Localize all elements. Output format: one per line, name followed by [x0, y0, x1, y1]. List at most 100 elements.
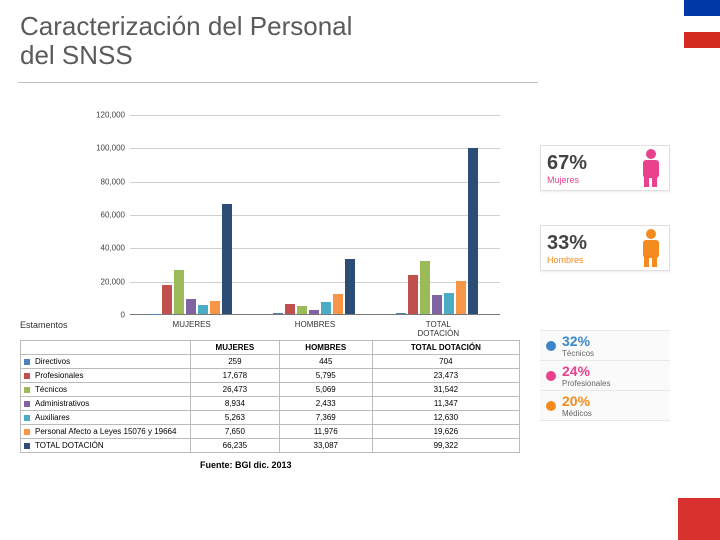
bar-group — [396, 115, 478, 314]
stat-label: Profesionales — [562, 379, 664, 388]
stat-percent: 24% — [562, 363, 664, 379]
table-cell: 8,934 — [191, 397, 280, 411]
y-axis-label: 40,000 — [80, 244, 125, 253]
legend-title: Estamentos — [20, 320, 68, 330]
bar — [273, 313, 283, 314]
table-cell: 5,795 — [279, 369, 372, 383]
table-cell: 259 — [191, 355, 280, 369]
stat-label: Técnicos — [562, 349, 664, 358]
table-cell: 2,433 — [279, 397, 372, 411]
table-row: Personal Afecto a Leyes 15076 y 196647,6… — [21, 425, 520, 439]
bar-group — [150, 115, 232, 314]
table-cell: 19,626 — [372, 425, 519, 439]
stat-line: 20%Médicos — [540, 390, 670, 421]
bar — [345, 259, 355, 314]
x-axis-label: TOTAL DOTACIÓN — [407, 320, 469, 338]
table-cell: 11,347 — [372, 397, 519, 411]
table-row: Administrativos8,9342,43311,347 — [21, 397, 520, 411]
series-name: Administrativos — [21, 397, 191, 411]
series-name: Personal Afecto a Leyes 15076 y 19664 — [21, 425, 191, 439]
table-cell: 7,369 — [279, 411, 372, 425]
y-axis-label: 20,000 — [80, 277, 125, 286]
y-axis-label: 120,000 — [80, 111, 125, 120]
series-name: Profesionales — [21, 369, 191, 383]
color-swatch — [24, 359, 30, 365]
table-cell: 66,235 — [191, 439, 280, 453]
flag-stripe — [684, 0, 720, 48]
table-cell: 7,650 — [191, 425, 280, 439]
y-axis-label: 60,000 — [80, 211, 125, 220]
bar — [186, 299, 196, 314]
table-row: Técnicos26,4735,06931,542 — [21, 383, 520, 397]
table-cell: 31,542 — [372, 383, 519, 397]
series-name: Técnicos — [21, 383, 191, 397]
flag-red — [684, 32, 720, 48]
stat-percent: 20% — [562, 393, 664, 409]
bar — [222, 204, 232, 314]
bar — [198, 305, 208, 314]
table-row: TOTAL DOTACIÓN66,23533,08799,322 — [21, 439, 520, 453]
color-swatch — [24, 401, 30, 407]
y-axis-label: 0 — [80, 311, 125, 320]
person-icon — [639, 229, 663, 267]
x-axis-label: MUJERES — [173, 320, 211, 329]
data-table: MUJERESHOMBRESTOTAL DOTACIÓNDirectivos25… — [20, 340, 520, 453]
source-label: Fuente: BGI dic. 2013 — [200, 460, 292, 470]
stat-label: Médicos — [562, 409, 664, 418]
bar — [444, 293, 454, 314]
table-cell: 26,473 — [191, 383, 280, 397]
stat-line: 24%Profesionales — [540, 360, 670, 391]
page-title: Caracterización del Personal del SNSS — [20, 12, 352, 69]
bar — [333, 294, 343, 314]
flag-blue — [684, 0, 720, 16]
info-percent: 67% — [547, 152, 635, 175]
table-cell: 33,087 — [279, 439, 372, 453]
series-name: Auxiliares — [21, 411, 191, 425]
table-cell: 23,473 — [372, 369, 519, 383]
color-swatch — [24, 415, 30, 421]
stat-dot-icon — [546, 341, 556, 351]
color-swatch — [24, 429, 30, 435]
bar — [210, 301, 220, 314]
table-cell: 99,322 — [372, 439, 519, 453]
bar — [396, 313, 406, 314]
x-axis-label: HOMBRES — [295, 320, 335, 329]
person-icon — [639, 149, 663, 187]
stat-line: 32%Técnicos — [540, 330, 670, 361]
bar-chart: 020,00040,00060,00080,000100,000120,000 … — [80, 115, 500, 330]
bar — [309, 310, 319, 314]
table-row: Directivos259445704 — [21, 355, 520, 369]
bar — [162, 285, 172, 314]
corner-block — [678, 498, 720, 540]
stat-dot-icon — [546, 401, 556, 411]
color-swatch — [24, 373, 30, 379]
info-card: 33%Hombres — [540, 225, 670, 271]
y-axis-label: 80,000 — [80, 177, 125, 186]
bar — [174, 270, 184, 314]
flag-white — [684, 16, 720, 32]
bar — [420, 261, 430, 314]
y-axis-label: 100,000 — [80, 144, 125, 153]
title-line-1: Caracterización del Personal — [20, 11, 352, 41]
color-swatch — [24, 387, 30, 393]
bar — [297, 306, 307, 314]
bar — [456, 281, 466, 314]
info-percent: 33% — [547, 232, 635, 255]
stat-percent: 32% — [562, 333, 664, 349]
table-cell: 445 — [279, 355, 372, 369]
plot-area — [130, 115, 500, 315]
stat-dot-icon — [546, 371, 556, 381]
bar — [468, 148, 478, 314]
bar — [408, 275, 418, 314]
series-name: TOTAL DOTACIÓN — [21, 439, 191, 453]
info-label: Mujeres — [547, 175, 635, 185]
series-name: Directivos — [21, 355, 191, 369]
title-line-2: del SNSS — [20, 40, 133, 70]
bar — [321, 302, 331, 314]
title-underline — [18, 82, 538, 83]
info-label: Hombres — [547, 255, 635, 265]
table-cell: 5,263 — [191, 411, 280, 425]
table-cell: 12,630 — [372, 411, 519, 425]
table-cell: 17,678 — [191, 369, 280, 383]
table-cell: 704 — [372, 355, 519, 369]
